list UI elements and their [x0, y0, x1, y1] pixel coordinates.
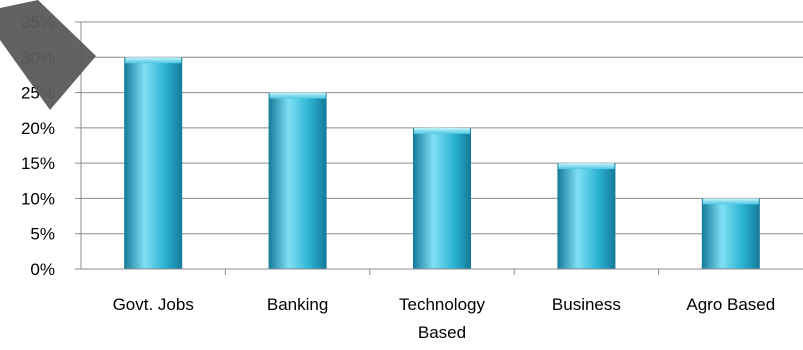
x-tick-label: Govt. Jobs: [113, 295, 194, 314]
bar-cap: [125, 57, 182, 64]
y-tick-label: 20%: [21, 119, 55, 138]
y-tick-label: 0%: [30, 260, 55, 279]
bar: [268, 92, 327, 269]
x-tick-label: Business: [552, 295, 621, 314]
x-axis-tick-labels: Govt. Jobs Banking Technology Based Business…: [113, 295, 776, 342]
bar-cap: [414, 127, 470, 134]
y-tick-label: 10%: [21, 189, 55, 208]
bar: [557, 163, 616, 269]
bar-cap: [702, 198, 759, 205]
bar: [124, 57, 183, 270]
x-tick-label: Agro Based: [686, 295, 775, 314]
bar: [701, 198, 760, 269]
x-tick-label: Based: [418, 323, 466, 342]
bar-cap: [558, 163, 615, 170]
corner-decoration-shape: [0, 0, 96, 110]
y-tick-label: 5%: [30, 225, 55, 244]
bar-cap: [269, 92, 326, 99]
bar: [413, 127, 471, 269]
x-tick-label: Banking: [267, 295, 328, 314]
x-tick-label: Technology: [399, 295, 486, 314]
bars: [124, 57, 760, 270]
y-tick-label: 15%: [21, 154, 55, 173]
